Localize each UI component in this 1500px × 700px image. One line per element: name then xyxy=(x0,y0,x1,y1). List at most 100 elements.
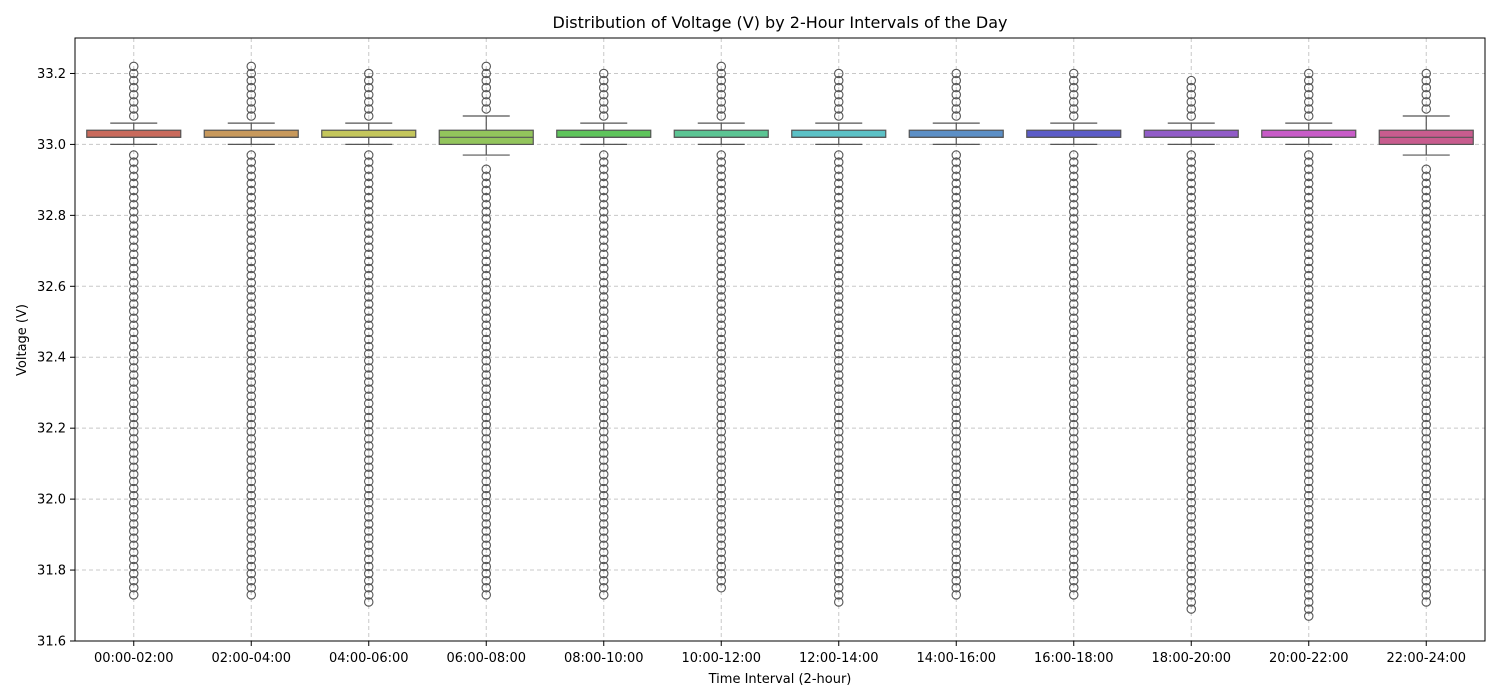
outlier-point xyxy=(1069,412,1079,423)
outlier-point xyxy=(598,348,609,359)
outlier-point xyxy=(951,171,961,182)
outlier-point xyxy=(1304,320,1314,331)
box-group xyxy=(1026,68,1122,600)
outlier-point xyxy=(246,568,257,579)
outlier-point xyxy=(1069,320,1079,331)
outlier-point xyxy=(951,68,961,79)
outlier-point xyxy=(481,512,491,522)
outlier-point xyxy=(246,547,257,558)
outlier-point xyxy=(481,68,491,79)
outlier-point xyxy=(716,199,726,210)
outlier-point xyxy=(246,313,257,323)
outlier-point xyxy=(363,561,374,572)
outlier-point xyxy=(1421,554,1432,565)
outlier-point xyxy=(1421,590,1432,600)
outlier-point xyxy=(833,207,844,217)
outlier-point xyxy=(598,157,609,167)
outlier-point xyxy=(951,419,961,430)
outlier-point xyxy=(129,398,139,409)
outlier-point xyxy=(716,192,726,203)
outlier-point xyxy=(129,97,139,107)
outlier-point xyxy=(1421,249,1432,260)
outlier-point xyxy=(716,214,726,224)
outlier-point xyxy=(129,164,139,174)
outlier-point xyxy=(1186,214,1197,224)
outlier-point xyxy=(1304,334,1314,345)
outlier-point xyxy=(246,178,257,189)
outlier-point xyxy=(1186,398,1197,409)
outlier-point xyxy=(1069,363,1079,373)
outlier-point xyxy=(246,157,257,167)
outlier-point xyxy=(129,61,139,72)
outlier-point xyxy=(363,192,374,203)
outlier-point xyxy=(1421,512,1432,522)
outlier-point xyxy=(716,334,726,345)
outlier-point xyxy=(1304,192,1314,203)
outlier-point xyxy=(1069,97,1079,107)
outlier-point xyxy=(951,448,961,458)
outlier-point xyxy=(1304,285,1314,295)
outlier-point xyxy=(246,61,257,72)
outlier-point xyxy=(129,448,139,458)
outlier-point xyxy=(833,384,844,394)
outlier-point xyxy=(1421,497,1432,508)
outlier-point xyxy=(833,441,844,451)
outlier-point xyxy=(129,384,139,394)
outlier-point xyxy=(129,306,139,316)
outlier-point xyxy=(363,540,374,550)
outlier-point xyxy=(716,285,726,295)
box-group xyxy=(86,61,182,600)
outlier-point xyxy=(598,483,609,494)
outlier-point xyxy=(1304,341,1314,352)
outlier-point xyxy=(363,178,374,189)
outlier-point xyxy=(1186,370,1197,380)
box xyxy=(791,129,887,138)
outlier-point xyxy=(363,505,374,515)
outlier-point xyxy=(833,348,844,359)
outlier-point xyxy=(1421,412,1432,423)
y-tick-label: 32.8 xyxy=(37,209,66,224)
outlier-point xyxy=(716,104,726,114)
outlier-point xyxy=(1421,199,1432,210)
outlier-point xyxy=(951,178,961,189)
outlier-point xyxy=(716,448,726,458)
outlier-point xyxy=(833,483,844,494)
outlier-point xyxy=(1304,412,1314,423)
outlier-point xyxy=(1186,604,1197,614)
outlier-point xyxy=(129,363,139,373)
outlier-point xyxy=(129,441,139,451)
outlier-point xyxy=(363,526,374,536)
outlier-point xyxy=(246,235,257,245)
outlier-point xyxy=(833,575,844,586)
outlier-point xyxy=(598,90,609,100)
outlier-point xyxy=(129,554,139,565)
outlier-point xyxy=(129,214,139,224)
outlier-point xyxy=(1186,377,1197,387)
outlier-point xyxy=(1304,419,1314,430)
outlier-point xyxy=(1069,483,1079,494)
outlier-point xyxy=(951,75,961,86)
outlier-point xyxy=(246,391,257,402)
outlier-point xyxy=(716,356,726,366)
outlier-point xyxy=(481,199,491,210)
outlier-point xyxy=(951,497,961,508)
outlier-point xyxy=(1304,426,1314,437)
outlier-point xyxy=(129,171,139,182)
outlier-point xyxy=(1069,150,1079,160)
outlier-point xyxy=(481,249,491,260)
outlier-point xyxy=(1186,533,1197,543)
grid xyxy=(75,38,1485,642)
outlier-point xyxy=(481,192,491,203)
outlier-point xyxy=(246,242,257,253)
outlier-point xyxy=(833,377,844,387)
outlier-point xyxy=(481,505,491,515)
outlier-point xyxy=(246,97,257,107)
outlier-point xyxy=(129,104,139,114)
outlier-point xyxy=(1186,363,1197,373)
outlier-point xyxy=(1421,277,1432,288)
outlier-point xyxy=(951,469,961,480)
outlier-point xyxy=(246,505,257,515)
outlier-point xyxy=(716,157,726,167)
outlier-point xyxy=(716,306,726,316)
outlier-point xyxy=(598,363,609,373)
